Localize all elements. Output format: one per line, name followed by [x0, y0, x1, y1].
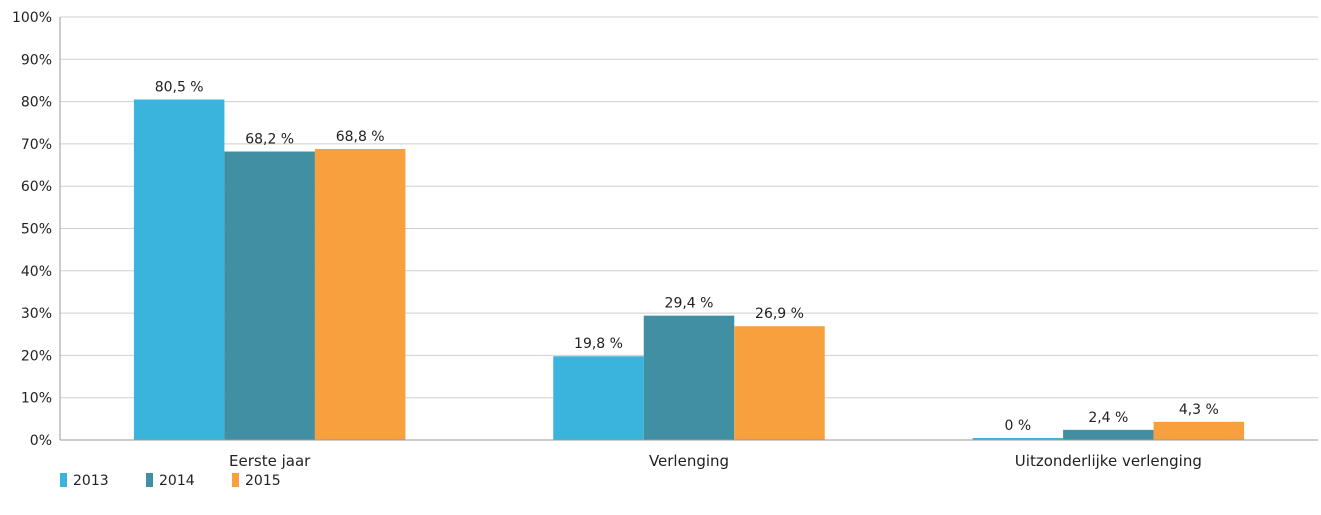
data-label-2015-0: 68,8 %: [336, 129, 385, 145]
data-label-2015-2: 4,3 %: [1179, 402, 1219, 418]
category-labels: Eerste jaar Verlenging Uitzonderlijke verl…: [229, 452, 1202, 470]
category-label: Uitzonderlijke verlenging: [1015, 452, 1202, 470]
bars: [133, 99, 1245, 441]
legend-swatch-2014: [146, 473, 153, 487]
category-label: Eerste jaar: [229, 452, 311, 470]
y-tick-label: 90%: [21, 52, 52, 68]
legend-label-2015: 2015: [245, 473, 281, 489]
bar-2015-0: [314, 148, 406, 440]
data-label-2013-0: 80,5 %: [155, 79, 204, 95]
y-tick-label: 70%: [21, 137, 52, 153]
data-label-2013-1: 19,8 %: [574, 336, 623, 352]
data-label-2014-2: 2,4 %: [1088, 410, 1128, 426]
legend-label-2014: 2014: [159, 473, 195, 489]
y-tick-label: 30%: [21, 306, 52, 322]
data-labels: 80,5 % 68,2 % 68,8 % 19,8 % 29,4 % 26,9 % 0 % 2…: [155, 79, 1219, 434]
bar-2014-2: [1063, 429, 1154, 440]
y-tick-label: 100%: [12, 10, 52, 26]
y-tick-label: 0%: [30, 433, 52, 449]
data-label-2014-1: 29,4 %: [665, 296, 714, 312]
bar-2015-2: [1153, 421, 1245, 440]
y-tick-label: 10%: [21, 391, 52, 407]
bar-2013-2: [972, 438, 1064, 440]
y-tick-label: 40%: [21, 264, 52, 280]
legend-swatch-2013: [60, 473, 67, 487]
y-tick-label: 80%: [21, 95, 52, 111]
bar-2013-1: [553, 356, 644, 440]
data-label-2014-0: 68,2 %: [245, 132, 294, 148]
legend-label-2013: 2013: [73, 473, 109, 489]
y-axis-tick-labels: 0% 10% 20% 30% 40% 50% 60% 70% 80% 90% 100%: [12, 10, 52, 449]
legend: 2013 2014 2015: [60, 473, 281, 489]
data-label-2013-2: 0 %: [1004, 418, 1031, 434]
bar-2014-1: [643, 315, 735, 440]
bar-2013-0: [133, 99, 225, 441]
y-tick-label: 50%: [21, 222, 52, 238]
y-tick-label: 20%: [21, 348, 52, 364]
legend-swatch-2015: [232, 473, 239, 487]
axes: [59, 17, 1318, 441]
bar-2015-1: [734, 326, 825, 440]
bar-2014-0: [224, 151, 315, 441]
category-label: Verlenging: [649, 452, 729, 470]
y-tick-label: 60%: [21, 179, 52, 195]
data-label-2015-1: 26,9 %: [755, 306, 804, 322]
